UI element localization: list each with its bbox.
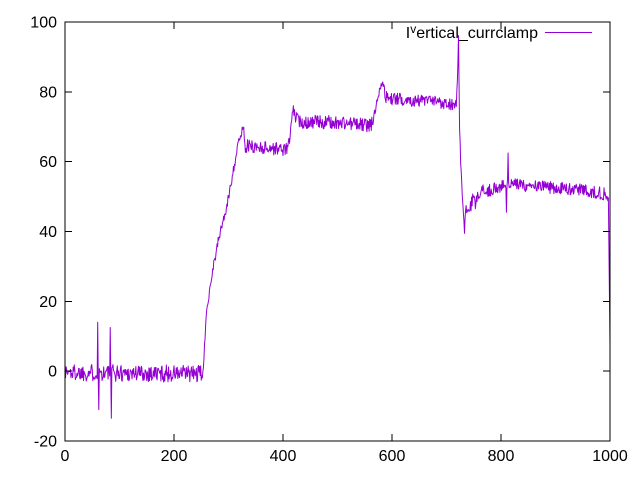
legend-label-superscript: v (410, 22, 416, 36)
y-tick-label: 0 (48, 364, 57, 381)
x-tick-label: 800 (488, 448, 515, 465)
series-line (64, 35, 611, 419)
legend-label-prefix: I (406, 25, 410, 42)
legend: Ivertical_currclamp (406, 22, 592, 42)
x-tick-labels: 0 200 400 600 800 1000 (61, 448, 628, 465)
x-tick-label: 0 (61, 448, 70, 465)
legend-label-rest: ertical_currclamp (416, 25, 538, 42)
axis-ticks (64, 21, 611, 442)
x-tick-label: 600 (379, 448, 406, 465)
y-tick-label: 20 (39, 294, 57, 311)
x-tick-label: 1000 (592, 448, 628, 465)
y-tick-label: 40 (39, 224, 57, 241)
x-tick-label: 400 (270, 448, 297, 465)
y-tick-labels: -20 0 20 40 60 80 100 (30, 15, 57, 451)
y-tick-label: 100 (30, 15, 57, 32)
y-tick-label: -20 (34, 434, 57, 451)
legend-label: Ivertical_currclamp (406, 22, 538, 42)
y-tick-label: 60 (39, 154, 57, 171)
x-tick-label: 200 (161, 448, 188, 465)
y-tick-label: 80 (39, 84, 57, 101)
